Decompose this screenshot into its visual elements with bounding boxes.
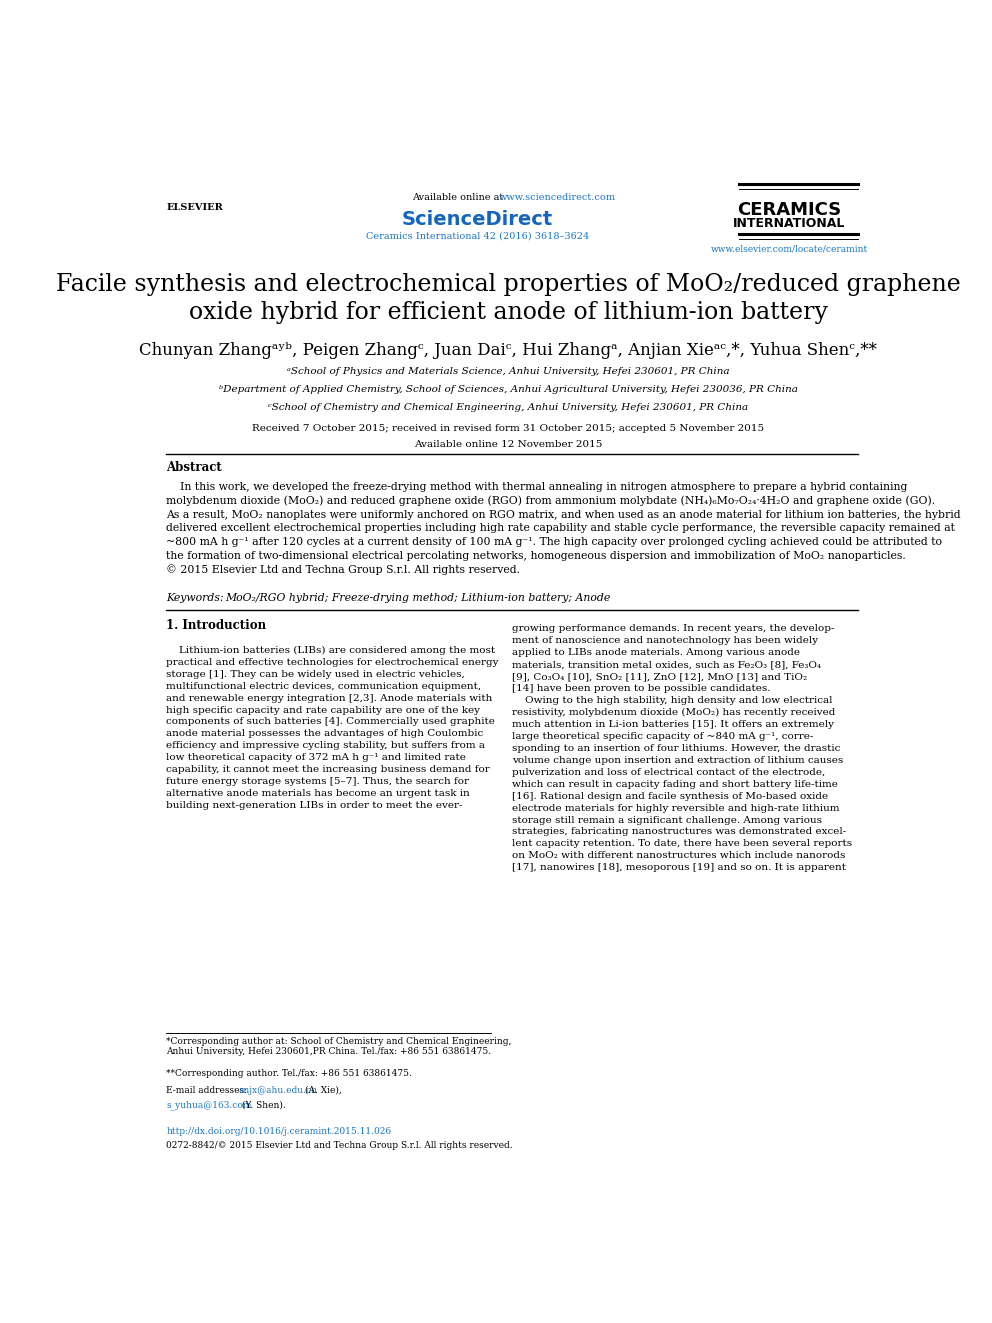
Text: Available online 12 November 2015: Available online 12 November 2015 (415, 441, 602, 448)
Text: *Corresponding author at: School of Chemistry and Chemical Engineering,
Anhui Un: *Corresponding author at: School of Chem… (167, 1037, 512, 1056)
Text: Chunyan Zhangᵃʸᵇ, Peigen Zhangᶜ, Juan Daiᶜ, Hui Zhangᵃ, Anjian Xieᵃᶜ,*, Yuhua Sh: Chunyan Zhangᵃʸᵇ, Peigen Zhangᶜ, Juan Da… (140, 343, 877, 359)
Text: 0272-8842/© 2015 Elsevier Ltd and Techna Group S.r.l. All rights reserved.: 0272-8842/© 2015 Elsevier Ltd and Techna… (167, 1140, 513, 1150)
Text: Lithium-ion batteries (LIBs) are considered among the most
practical and effecti: Lithium-ion batteries (LIBs) are conside… (167, 646, 499, 810)
Text: anjx@ahu.edu.cn: anjx@ahu.edu.cn (238, 1086, 317, 1095)
Text: (Y. Shen).: (Y. Shen). (238, 1099, 286, 1109)
Text: Available online at: Available online at (413, 193, 507, 202)
Text: www.sciencedirect.com: www.sciencedirect.com (499, 193, 616, 202)
Text: **Corresponding author. Tel./fax: +86 551 63861475.: **Corresponding author. Tel./fax: +86 55… (167, 1069, 412, 1078)
Text: growing performance demands. In recent years, the develop-
ment of nanoscience a: growing performance demands. In recent y… (512, 624, 852, 872)
Text: Abstract: Abstract (167, 462, 222, 475)
Text: ᵃSchool of Physics and Materials Science, Anhui University, Hefei 230601, PR Chi: ᵃSchool of Physics and Materials Science… (287, 366, 730, 376)
Text: MoO₂/RGO hybrid; Freeze-drying method; Lithium-ion battery; Anode: MoO₂/RGO hybrid; Freeze-drying method; L… (225, 593, 610, 603)
Text: ᵇDepartment of Applied Chemistry, School of Sciences, Anhui Agricultural Univers: ᵇDepartment of Applied Chemistry, School… (219, 385, 798, 394)
Text: s_yuhua@163.com: s_yuhua@163.com (167, 1099, 252, 1110)
Text: CERAMICS: CERAMICS (737, 201, 841, 218)
Text: ScienceDirect: ScienceDirect (402, 209, 554, 229)
Text: Ceramics International 42 (2016) 3618–3624: Ceramics International 42 (2016) 3618–36… (366, 232, 589, 239)
Text: INTERNATIONAL: INTERNATIONAL (733, 217, 845, 230)
Text: ᶜSchool of Chemistry and Chemical Engineering, Anhui University, Hefei 230601, P: ᶜSchool of Chemistry and Chemical Engine… (269, 404, 748, 413)
Text: (A. Xie),: (A. Xie), (303, 1086, 342, 1095)
Text: E-mail addresses:: E-mail addresses: (167, 1086, 250, 1095)
Text: Facile synthesis and electrochemical properties of MoO₂/reduced graphene
oxide h: Facile synthesis and electrochemical pro… (56, 273, 961, 324)
Text: In this work, we developed the freeze-drying method with thermal annealing in ni: In this work, we developed the freeze-dr… (167, 482, 961, 576)
Text: www.elsevier.com/locate/ceramint: www.elsevier.com/locate/ceramint (710, 245, 868, 253)
Text: 1. Introduction: 1. Introduction (167, 619, 267, 632)
Text: Keywords:: Keywords: (167, 593, 227, 603)
Text: Received 7 October 2015; received in revised form 31 October 2015; accepted 5 No: Received 7 October 2015; received in rev… (252, 423, 765, 433)
Text: ELSEVIER: ELSEVIER (167, 202, 223, 212)
Text: http://dx.doi.org/10.1016/j.ceramint.2015.11.026: http://dx.doi.org/10.1016/j.ceramint.201… (167, 1127, 392, 1135)
